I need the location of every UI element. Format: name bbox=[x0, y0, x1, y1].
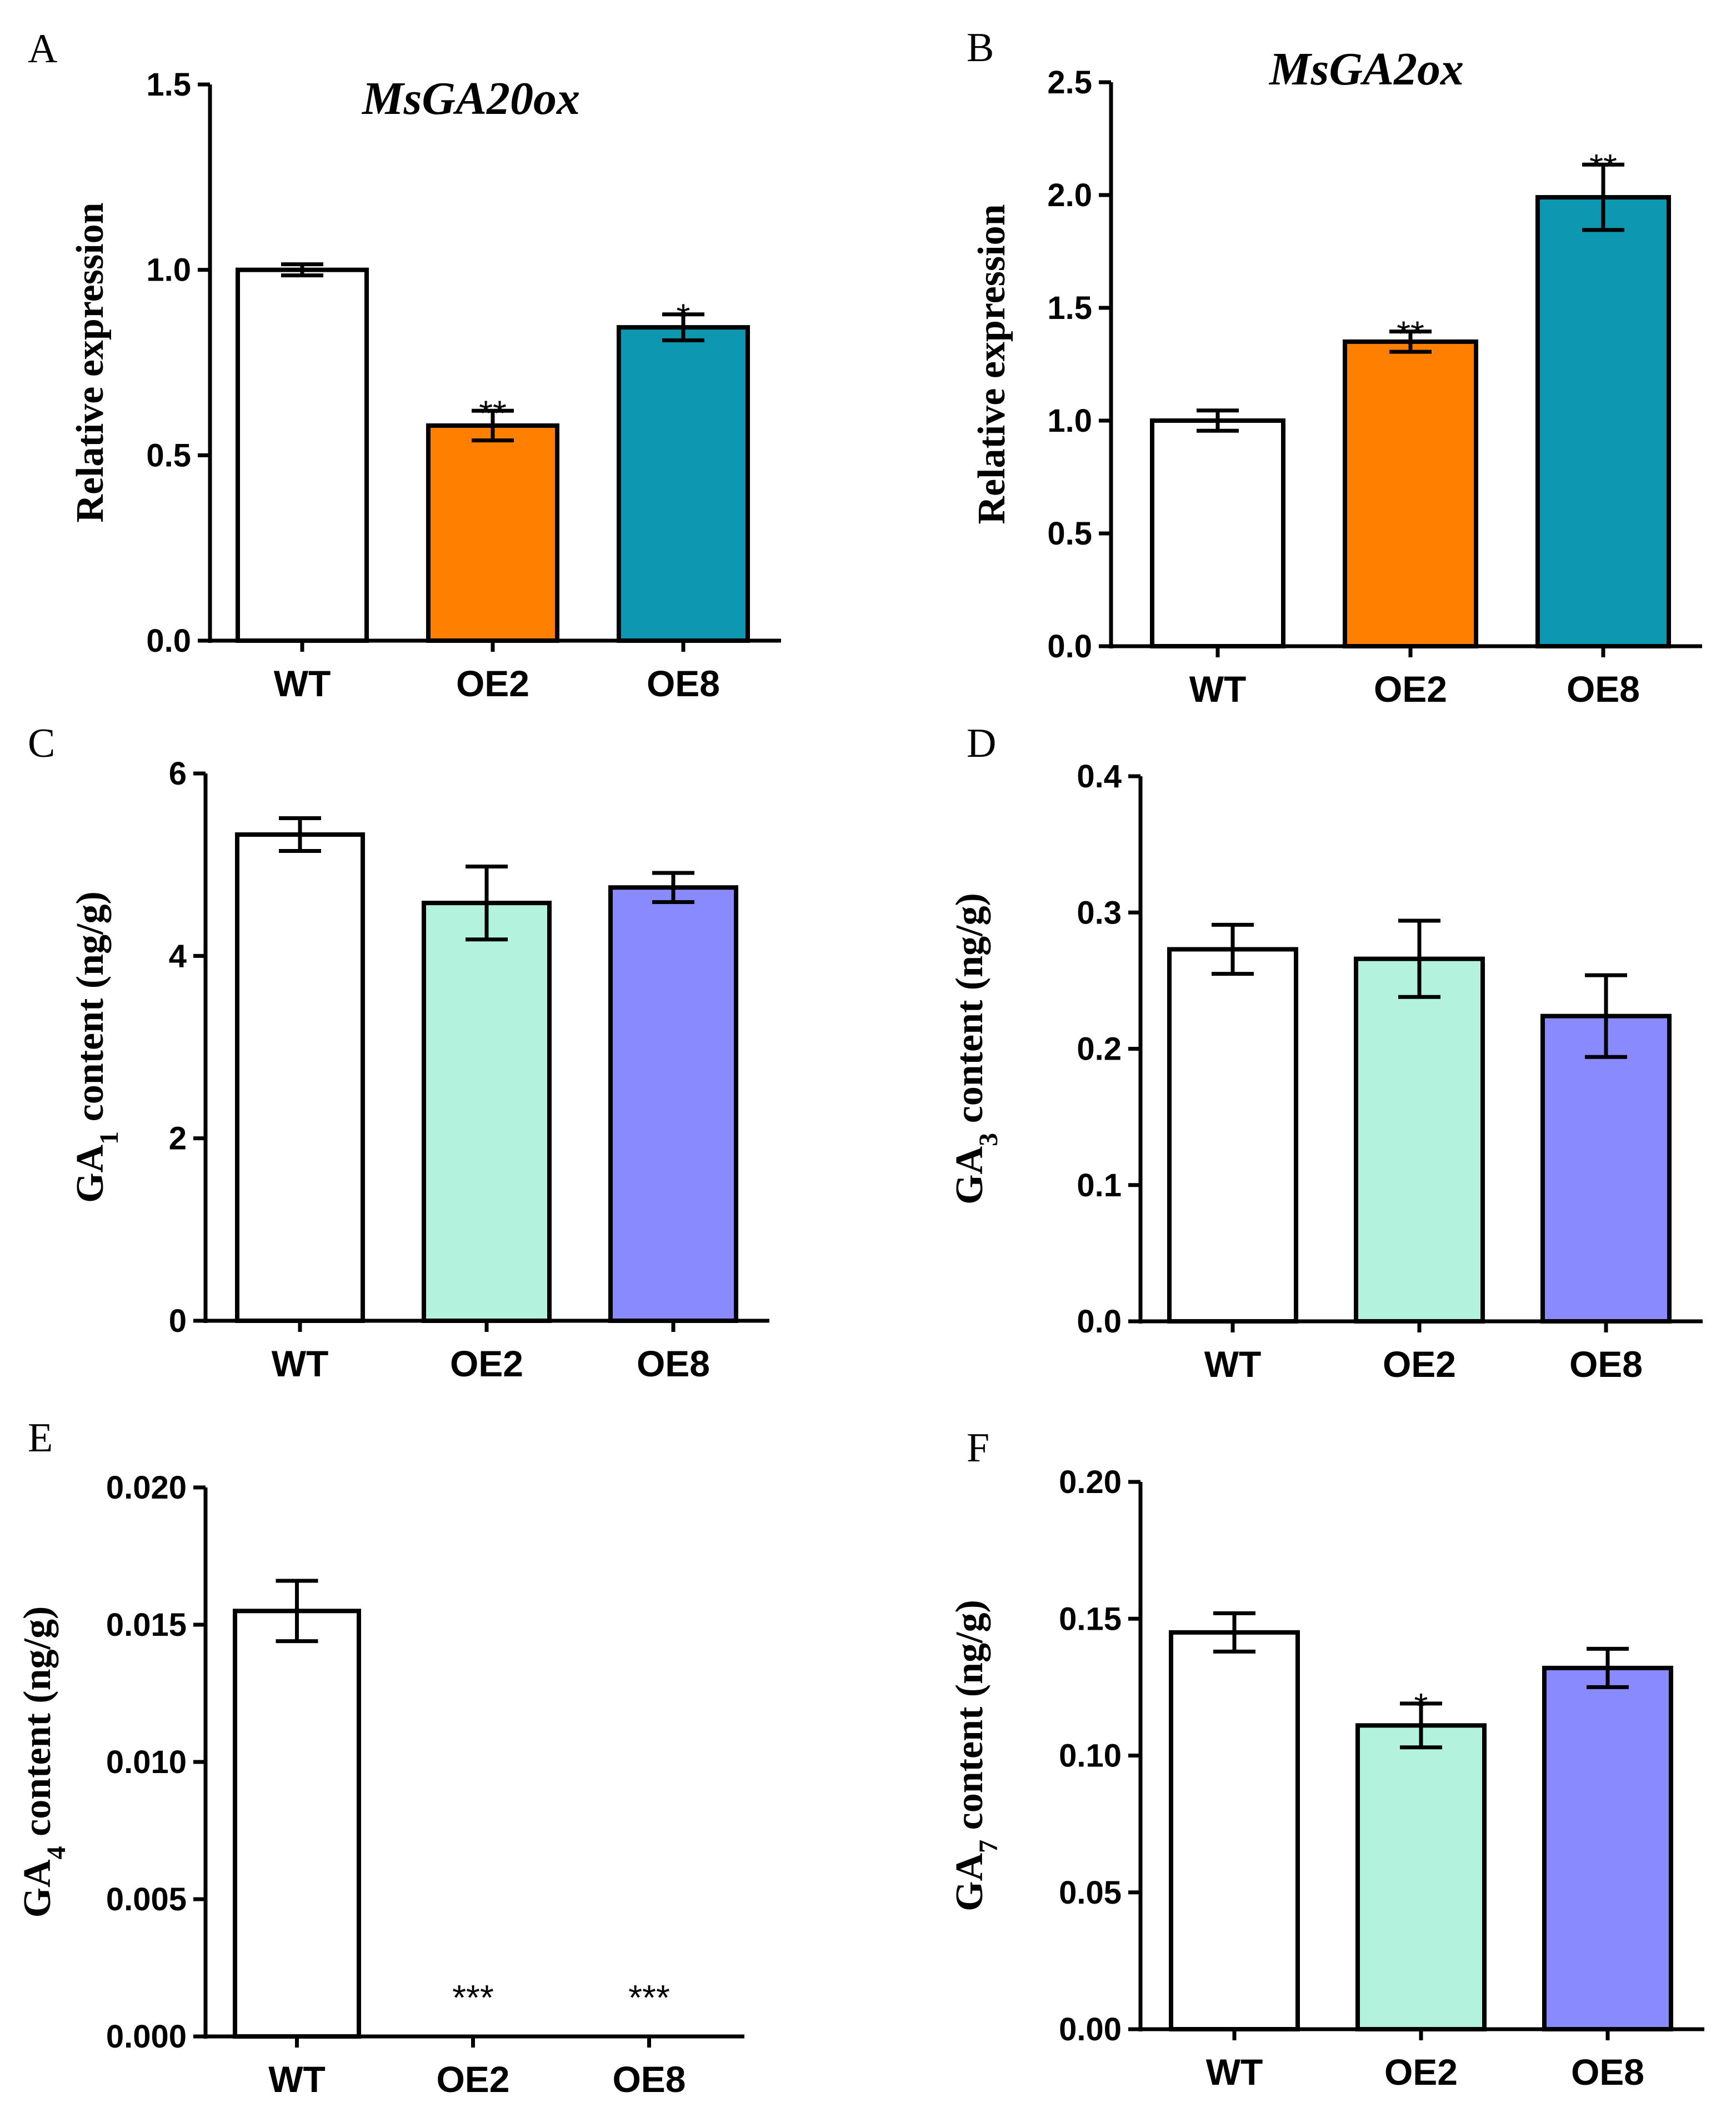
significance-label: *** bbox=[452, 1978, 494, 2018]
bar bbox=[426, 423, 559, 643]
y-tick-label: 6 bbox=[169, 756, 187, 792]
significance-label: *** bbox=[628, 1978, 670, 2018]
y-tick-label: 0.015 bbox=[106, 1607, 187, 1643]
y-axis-title: Relative expression bbox=[69, 202, 112, 522]
y-tick-label: 1.5 bbox=[1047, 290, 1092, 326]
x-tick-label: WT bbox=[274, 663, 331, 704]
y-tick-label: 0.05 bbox=[1059, 1875, 1122, 1911]
panel-c: C 0 2 4 6 GA1 content (ng/g) WT OE2 OE8 bbox=[28, 721, 769, 1384]
y-tick-label: 0.0 bbox=[1077, 1304, 1122, 1340]
y-tick-label: 0.010 bbox=[106, 1744, 187, 1780]
y-tick-label: 0.0 bbox=[1047, 628, 1092, 665]
y-tick-label: 0.00 bbox=[1059, 2011, 1122, 2048]
bar bbox=[1540, 1013, 1672, 1324]
x-tick-label: OE8 bbox=[1567, 668, 1640, 710]
chart-title: MsGA20ox bbox=[361, 73, 580, 124]
y-tick-label: 2.0 bbox=[1047, 177, 1092, 213]
y-axis-title: GA1 content (ng/g) bbox=[69, 891, 124, 1203]
y-tick-label: 1.0 bbox=[146, 252, 191, 288]
y-tick-label: 4 bbox=[169, 938, 187, 974]
x-tick-label: WT bbox=[1189, 668, 1247, 710]
x-tick-label: OE8 bbox=[612, 2059, 686, 2100]
bar bbox=[422, 901, 552, 1324]
x-tick-label: OE2 bbox=[450, 1343, 523, 1384]
x-tick-label: OE8 bbox=[1571, 2051, 1644, 2093]
x-tick-label: OE8 bbox=[647, 663, 720, 704]
bar bbox=[235, 832, 365, 1324]
y-axis-title: GA4 content (ng/g) bbox=[16, 1606, 71, 1918]
panel-b: B MsGA2ox 0.0 0.5 1.0 1.5 2.0 2.5 Relative expre… bbox=[967, 25, 1702, 710]
significance-label: ** bbox=[479, 393, 507, 433]
bar bbox=[236, 267, 369, 643]
significance-label: * bbox=[1414, 1686, 1428, 1726]
chart-title: MsGA2ox bbox=[1268, 43, 1464, 95]
y-tick-label: 0.5 bbox=[1047, 516, 1092, 552]
y-tick-label: 0.2 bbox=[1077, 1031, 1122, 1067]
bar bbox=[1354, 956, 1485, 1324]
panel-letter: E bbox=[28, 1415, 53, 1461]
significance-label: * bbox=[677, 297, 691, 337]
x-tick-label: WT bbox=[268, 2059, 326, 2100]
y-tick-label: 1.5 bbox=[146, 67, 191, 103]
panel-letter: F bbox=[967, 1425, 989, 1471]
x-tick-label: OE2 bbox=[436, 2059, 509, 2100]
bar bbox=[608, 885, 738, 1324]
x-tick-label: OE2 bbox=[456, 663, 529, 704]
panel-d: D 0.0 0.1 0.2 0.3 0.4 GA3 content (ng/g) WT OE2 O… bbox=[948, 721, 1703, 1385]
bar bbox=[1535, 195, 1671, 648]
panel-letter: C bbox=[28, 721, 55, 766]
y-axis-title: Relative expression bbox=[970, 204, 1013, 524]
y-tick-label: 0.1 bbox=[1077, 1167, 1122, 1204]
bar bbox=[617, 325, 750, 643]
x-tick-label: OE2 bbox=[1383, 1344, 1456, 1385]
x-tick-label: OE2 bbox=[1384, 2051, 1458, 2093]
y-tick-label: 1.0 bbox=[1047, 403, 1092, 439]
y-tick-label: 0.3 bbox=[1077, 895, 1122, 931]
x-tick-label: OE8 bbox=[637, 1343, 710, 1384]
y-axis-title: GA7 content (ng/g) bbox=[948, 1600, 1003, 1911]
y-tick-label: 2.5 bbox=[1047, 64, 1092, 101]
bar bbox=[1542, 1665, 1673, 2031]
panel-letter: D bbox=[967, 721, 996, 766]
y-tick-label: 0.20 bbox=[1059, 1464, 1122, 1500]
x-tick-label: WT bbox=[1204, 1344, 1262, 1385]
y-tick-label: 0.10 bbox=[1059, 1738, 1122, 1774]
y-tick-label: 0 bbox=[169, 1303, 187, 1339]
x-tick-label: WT bbox=[272, 1343, 329, 1384]
bar bbox=[1150, 418, 1285, 648]
y-tick-label: 0.005 bbox=[106, 1881, 187, 1918]
y-tick-label: 0.000 bbox=[106, 2019, 187, 2055]
panel-letter: B bbox=[967, 25, 994, 71]
panel-e: E 0.000 0.005 0.010 0.015 0.020 GA4 content (n… bbox=[16, 1415, 744, 2100]
x-tick-label: WT bbox=[1206, 2051, 1263, 2093]
x-tick-label: OE8 bbox=[1569, 1344, 1643, 1385]
significance-label: ** bbox=[1397, 314, 1424, 354]
y-tick-label: 0.4 bbox=[1077, 758, 1122, 795]
y-tick-label: 0.0 bbox=[146, 623, 191, 659]
y-tick-label: 2 bbox=[169, 1121, 187, 1157]
bar bbox=[1167, 947, 1298, 1324]
y-axis-title: GA3 content (ng/g) bbox=[948, 893, 1003, 1205]
bar bbox=[1169, 1630, 1300, 2031]
y-tick-label: 0.020 bbox=[106, 1470, 187, 1506]
significance-label: ** bbox=[1589, 147, 1617, 187]
bar bbox=[233, 1609, 361, 2039]
y-tick-label: 0.15 bbox=[1059, 1601, 1122, 1637]
panel-a: A MsGA20ox 0.0 0.5 1.0 1.5 Relative expression… bbox=[28, 26, 781, 704]
bar bbox=[1355, 1723, 1487, 2031]
panel-f: F 0.00 0.05 0.10 0.15 0.20 GA7 content (ng/g) W… bbox=[948, 1425, 1704, 2093]
panel-letter: A bbox=[28, 26, 57, 72]
y-tick-label: 0.5 bbox=[146, 437, 191, 473]
bar bbox=[1343, 339, 1478, 648]
x-tick-label: OE2 bbox=[1374, 668, 1447, 710]
